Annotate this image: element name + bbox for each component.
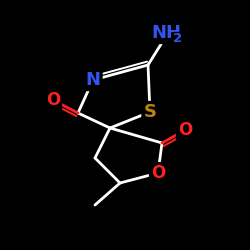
Text: S: S [144, 103, 156, 121]
Text: O: O [46, 91, 60, 109]
Text: O: O [151, 164, 165, 182]
Text: 2: 2 [174, 32, 182, 46]
Text: NH: NH [151, 24, 181, 42]
Text: N: N [86, 71, 100, 89]
Text: O: O [178, 121, 192, 139]
